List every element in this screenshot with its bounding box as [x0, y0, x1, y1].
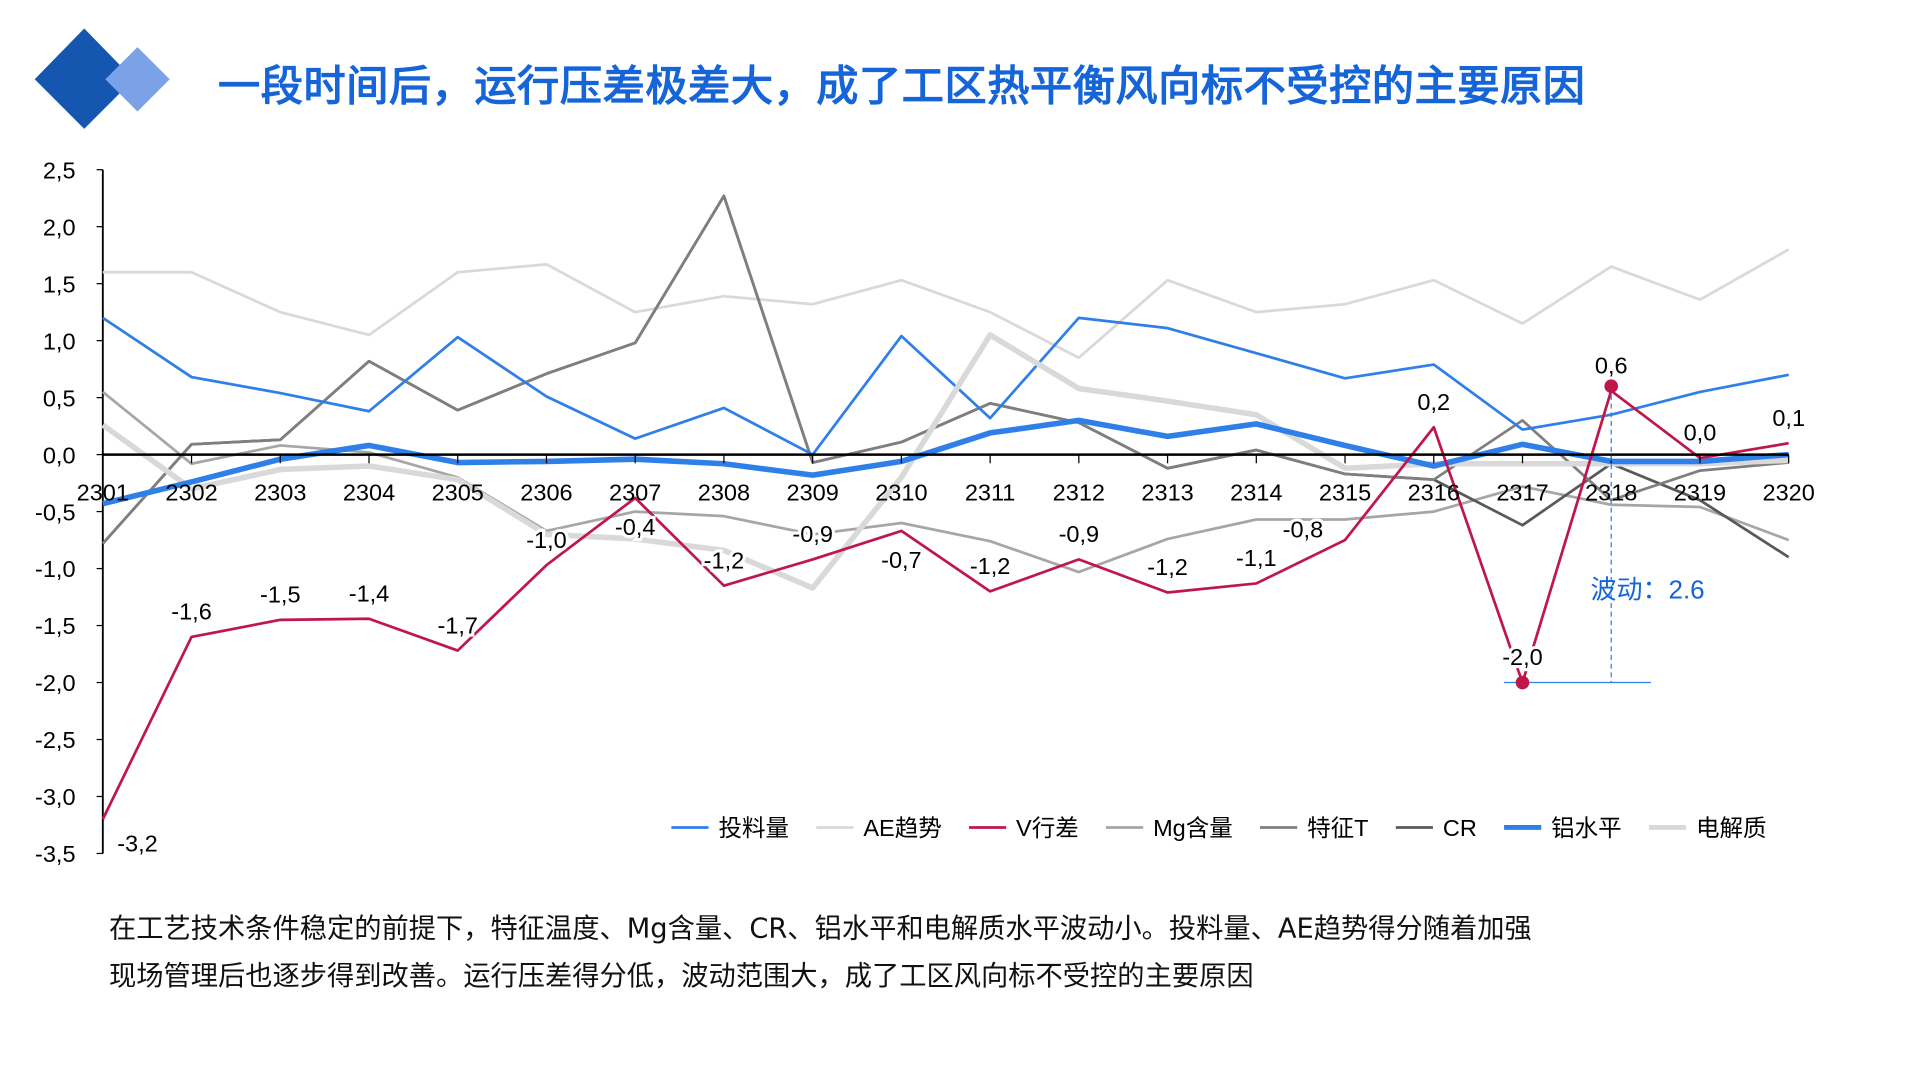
data-label: 0,1 — [1772, 405, 1805, 431]
legend-label-CR: CR — [1443, 815, 1477, 841]
y-tick-label: -0,5 — [35, 499, 76, 525]
data-label: -1,7 — [437, 612, 478, 638]
data-label: 0,2 — [1417, 389, 1450, 415]
data-label: -0,7 — [881, 547, 922, 573]
min-point-marker — [1515, 675, 1530, 690]
data-label: -1,4 — [349, 580, 390, 606]
data-label: 0,6 — [1595, 352, 1628, 378]
y-tick-label: -2,0 — [35, 670, 76, 696]
data-label: -0,9 — [1059, 521, 1100, 547]
y-tick-label: 0,0 — [43, 442, 76, 468]
data-label: -1,2 — [970, 553, 1011, 579]
x-tick-label: 2304 — [343, 479, 395, 505]
y-tick-label: 0,5 — [43, 385, 76, 411]
legend-label-铝水平: 铝水平 — [1551, 815, 1622, 841]
legend-label-电解质: 电解质 — [1696, 815, 1767, 841]
data-label: 0,0 — [1684, 420, 1717, 446]
data-label: -1,1 — [1236, 545, 1277, 571]
data-label: -0,8 — [1283, 517, 1324, 543]
x-tick-label: 2305 — [432, 479, 484, 505]
data-label: -1,6 — [171, 599, 212, 625]
legend-label-AE趋势: AE趋势 — [863, 815, 941, 841]
y-tick-label: 1,0 — [43, 328, 76, 354]
x-tick-label: 2315 — [1319, 479, 1371, 505]
legend-label-V行差: V行差 — [1016, 815, 1079, 841]
data-label: -1,2 — [704, 547, 745, 573]
data-label: -1,0 — [526, 527, 567, 553]
caption-line-2: 现场管理后也逐步得到改善。运行压差得分低，波动范围大，成了工区风向标不受控的主要… — [109, 961, 1254, 993]
x-tick-label: 2303 — [254, 479, 306, 505]
data-label: -2,0 — [1502, 644, 1543, 670]
y-tick-label: 1,5 — [43, 271, 76, 297]
legend-label-投料量: 投料量 — [718, 815, 789, 841]
series-line-电解质 — [101, 332, 1789, 591]
x-tick-label: 2312 — [1053, 479, 1105, 505]
x-tick-label: 2313 — [1141, 479, 1193, 505]
x-tick-label: 2309 — [786, 479, 838, 505]
caption: 在工艺技术条件稳定的前提下，特征温度、Mg含量、CR、铝水平和电解质水平波动小。… — [109, 907, 1843, 1001]
legend-label-Mg含量: Mg含量 — [1153, 815, 1233, 841]
diamond-logo-icon — [34, 28, 170, 129]
line-chart: 2,5 2,0 1,5 1,0 0,5 0,0 -0,5 -1,0 -1,5 -2,0 -2,5 -3… — [35, 157, 1815, 867]
y-tick-label: -3,5 — [35, 841, 76, 867]
series-line-Mg含量 — [101, 390, 1790, 574]
fluctuation-annotation: 波动：2.6 — [1590, 574, 1704, 604]
x-tick-label: 2306 — [520, 479, 572, 505]
data-label: -0,9 — [792, 521, 833, 547]
series-line-铝水平 — [102, 417, 1789, 507]
y-tick-label: -1,5 — [35, 613, 76, 639]
data-label: -0,4 — [615, 514, 656, 540]
x-tick-label: 2320 — [1763, 479, 1815, 505]
caption-line-1: 在工艺技术条件稳定的前提下，特征温度、Mg含量、CR、铝水平和电解质水平波动小。… — [109, 914, 1532, 946]
data-label: -1,5 — [260, 582, 301, 608]
page-title: 一段时间后，运行压差极差大，成了工区热平衡风向标不受控的主要原因 — [218, 61, 1586, 112]
x-tick-label: 2310 — [875, 479, 927, 505]
series-line-AE趋势 — [102, 248, 1790, 360]
x-tick-label: 2317 — [1496, 479, 1548, 505]
x-tick-label: 2308 — [698, 479, 750, 505]
series-line-V行差 — [101, 389, 1789, 820]
x-tick-label: 2314 — [1230, 479, 1282, 505]
x-tick-label: 2307 — [609, 479, 661, 505]
data-label: -1,2 — [1147, 554, 1188, 580]
series-line-投料量 — [102, 316, 1789, 456]
y-tick-label: 2,0 — [43, 214, 76, 240]
y-tick-label: 2,5 — [43, 157, 76, 183]
x-tick-label: 2316 — [1408, 479, 1460, 505]
y-tick-label: -2,5 — [35, 727, 76, 753]
max-point-marker — [1604, 379, 1619, 394]
x-tick-label: 2319 — [1674, 479, 1726, 505]
y-tick-label: -1,0 — [35, 556, 76, 582]
data-label: -3,2 — [117, 830, 158, 856]
x-tick-label: 2302 — [165, 479, 217, 505]
x-tick-label: 2301 — [77, 479, 129, 505]
y-tick-label: -3,0 — [35, 784, 76, 810]
legend-label-特征T: 特征T — [1307, 815, 1368, 841]
x-tick-label: 2311 — [965, 479, 1016, 505]
series-line-特征T — [101, 194, 1789, 545]
